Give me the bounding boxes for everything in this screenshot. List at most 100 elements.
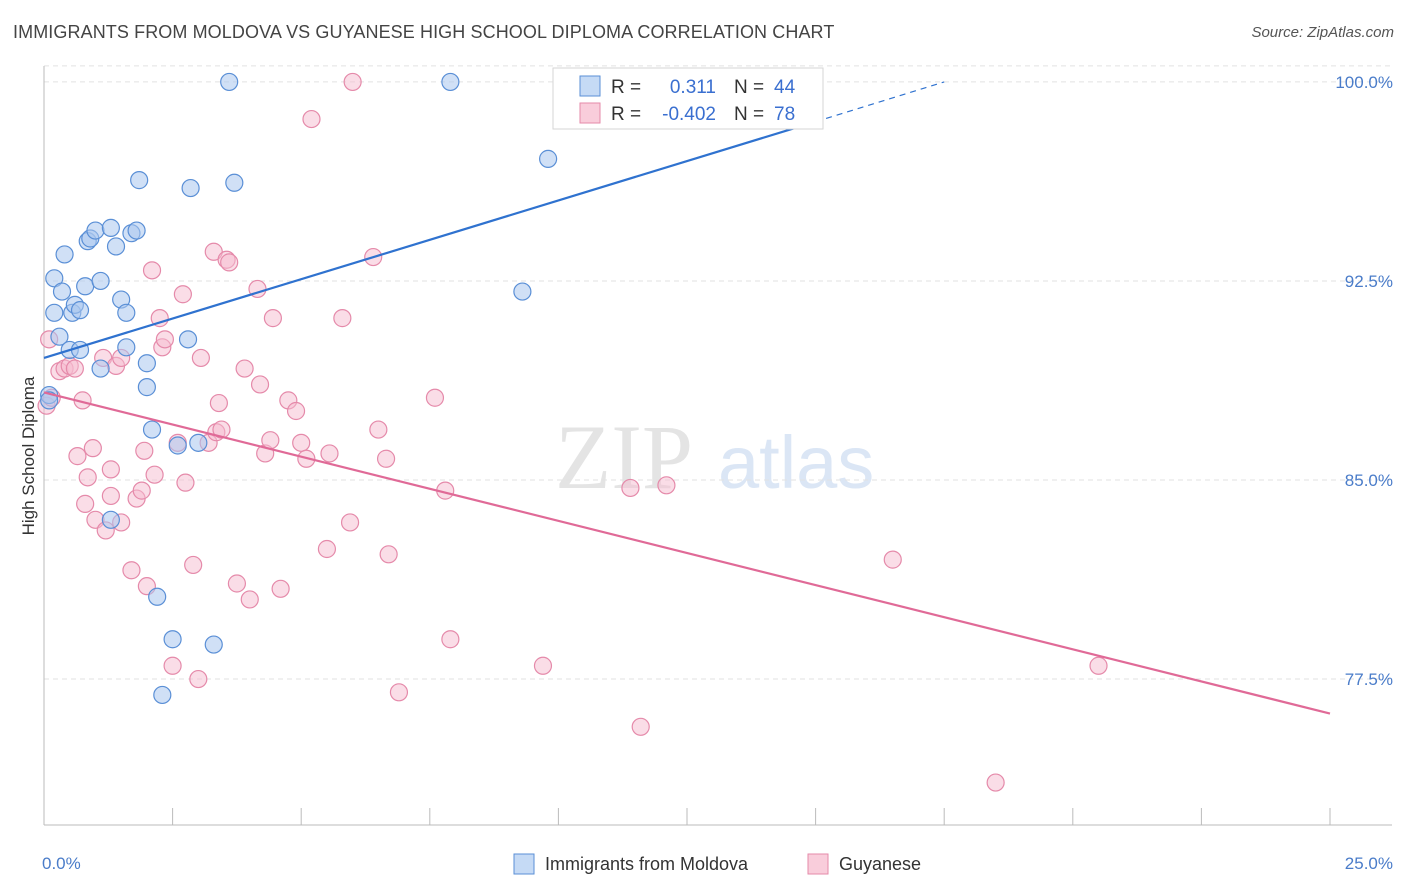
guyanese-point-75 <box>986 773 1005 792</box>
guyanese-point-32 <box>176 473 195 492</box>
guyanese-point-34 <box>189 669 208 689</box>
guyanese-point-44 <box>235 359 254 378</box>
moldova-point-27 <box>137 378 156 397</box>
guyanese-point-28 <box>155 330 174 349</box>
moldova-point-32 <box>168 436 187 455</box>
guyanese-point-65 <box>379 545 398 564</box>
guyanese-point-57 <box>317 539 337 559</box>
moldova-point-3 <box>45 303 64 322</box>
moldova-point-5 <box>52 282 72 301</box>
guyanese-point-67 <box>425 388 445 407</box>
guyanese-point-69 <box>441 630 460 649</box>
moldova-point-10 <box>70 301 90 320</box>
guyanese-point-22 <box>135 441 154 460</box>
guyanese-point-29 <box>163 656 182 675</box>
guyanese-point-31 <box>173 285 192 304</box>
correlation-legend: R = 0.311 N = 44 R = -0.402 N = 78 <box>552 67 824 130</box>
guyanese-point-35 <box>191 348 210 368</box>
guyanese-point-19 <box>122 561 141 580</box>
guyanese-point-77 <box>101 486 120 506</box>
guyanese-point-25 <box>145 465 164 484</box>
moldova-point-15 <box>86 221 105 240</box>
moldova-points <box>40 72 820 705</box>
y-tick-label-2: 92.5% <box>1345 272 1393 291</box>
guyanese-point-45 <box>240 590 259 609</box>
moldova-point-37 <box>220 72 239 92</box>
trend-lines <box>43 81 1331 715</box>
bottom-legend-swatch-guyanese <box>807 853 829 875</box>
moldova-point-18 <box>101 218 120 237</box>
guyanese-point-50 <box>263 309 283 328</box>
guyanese-point-72 <box>631 717 650 736</box>
moldova-point-34 <box>181 178 200 198</box>
moldova-point-28 <box>142 420 162 439</box>
bottom-legend-label-moldova: Immigrants from Moldova <box>545 854 749 874</box>
guyanese-point-54 <box>292 433 311 452</box>
legend-r-label-1: R = <box>611 77 641 98</box>
guyanese-points <box>37 72 1108 792</box>
moldova-point-43 <box>101 510 120 529</box>
guyanese-point-64 <box>376 449 396 468</box>
guyanese-point-33 <box>184 555 203 575</box>
moldova-point-1 <box>40 391 59 410</box>
source-note: Source: ZipAtlas.com <box>1251 24 1394 41</box>
guyanese-point-61 <box>343 72 362 92</box>
legend-swatch-moldova <box>579 75 601 97</box>
guyanese-point-63 <box>369 420 388 439</box>
guyanese-point-40 <box>212 420 231 439</box>
legend-r-value-1: 0.311 <box>670 77 716 98</box>
guyanese-trend-line <box>43 391 1331 715</box>
moldova-point-4 <box>50 327 69 346</box>
guyanese-point-74 <box>883 550 902 569</box>
moldova-point-19 <box>106 237 126 256</box>
guyanese-point-71 <box>621 478 640 498</box>
moldova-point-24 <box>127 221 146 240</box>
guyanese-point-43 <box>227 574 246 593</box>
moldova-point-36 <box>204 635 223 654</box>
y-axis-label: High School Diploma <box>19 376 38 535</box>
x-tick-label-0: 0.0% <box>42 854 81 873</box>
moldova-point-22 <box>117 338 136 357</box>
moldova-point-40 <box>513 282 532 301</box>
moldova-trend-line <box>43 120 816 359</box>
x-tick-label-1: 25.0% <box>1345 854 1393 873</box>
bottom-legend-label-guyanese: Guyanese <box>839 854 921 874</box>
legend-n-label-2: N = <box>734 104 764 125</box>
guyanese-point-51 <box>271 579 290 598</box>
moldova-point-41 <box>539 149 558 168</box>
guyanese-point-66 <box>389 683 409 702</box>
legend-n-value-2: 78 <box>774 104 795 125</box>
guyanese-point-76 <box>1089 656 1108 675</box>
guyanese-point-47 <box>250 375 270 394</box>
moldova-point-25 <box>130 171 149 190</box>
y-tick-label-1: 85.0% <box>1345 471 1393 490</box>
tick-labels: 77.5% 85.0% 92.5% 100.0% 0.0% 25.0% <box>42 73 1393 873</box>
moldova-point-30 <box>153 685 172 705</box>
axes <box>43 66 1392 826</box>
chart-title: IMMIGRANTS FROM MOLDOVA VS GUYANESE HIGH… <box>13 22 835 42</box>
guyanese-point-59 <box>333 309 352 328</box>
guyanese-point-6 <box>65 359 84 378</box>
watermark-atlas: atlas <box>718 421 874 504</box>
guyanese-point-58 <box>320 444 339 463</box>
guyanese-point-26 <box>150 309 169 328</box>
legend-n-label-1: N = <box>734 77 764 98</box>
moldova-point-29 <box>148 587 167 606</box>
guyanese-point-70 <box>533 656 553 675</box>
moldova-point-38 <box>225 173 244 192</box>
guyanese-point-7 <box>68 447 87 466</box>
moldova-point-21 <box>117 303 136 322</box>
y-tick-label-3: 100.0% <box>1335 73 1393 92</box>
moldova-point-31 <box>163 630 182 649</box>
guyanese-point-56 <box>302 109 321 129</box>
moldova-point-26 <box>137 354 156 373</box>
moldova-point-39 <box>441 72 460 92</box>
bottom-legend-swatch-moldova <box>513 853 535 875</box>
guyanese-point-9 <box>76 494 95 513</box>
guyanese-point-53 <box>286 401 306 421</box>
moldova-point-6 <box>55 245 74 264</box>
guyanese-point-39 <box>209 393 228 413</box>
legend-swatch-guyanese <box>579 102 601 124</box>
moldova-point-33 <box>178 330 198 349</box>
